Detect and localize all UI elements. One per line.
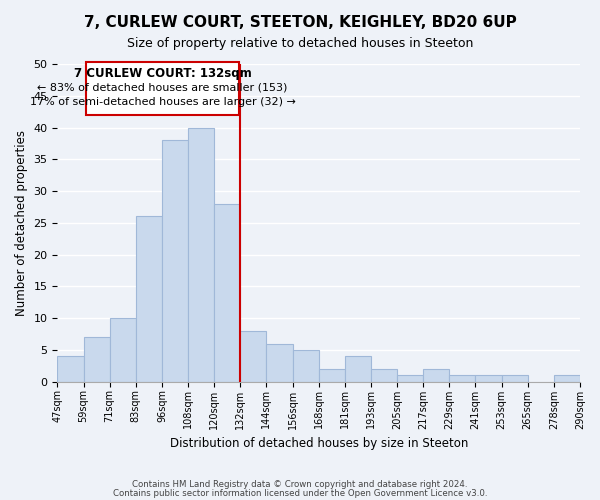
Bar bbox=[188, 128, 214, 382]
Y-axis label: Number of detached properties: Number of detached properties bbox=[15, 130, 28, 316]
Bar bbox=[136, 216, 162, 382]
Text: Contains HM Land Registry data © Crown copyright and database right 2024.: Contains HM Land Registry data © Crown c… bbox=[132, 480, 468, 489]
Bar bbox=[83, 337, 110, 382]
Bar bbox=[423, 369, 449, 382]
Bar bbox=[162, 140, 188, 382]
Text: Contains public sector information licensed under the Open Government Licence v3: Contains public sector information licen… bbox=[113, 490, 487, 498]
Bar bbox=[502, 376, 528, 382]
X-axis label: Distribution of detached houses by size in Steeton: Distribution of detached houses by size … bbox=[170, 437, 468, 450]
Bar bbox=[266, 344, 293, 382]
Text: 7, CURLEW COURT, STEETON, KEIGHLEY, BD20 6UP: 7, CURLEW COURT, STEETON, KEIGHLEY, BD20… bbox=[83, 15, 517, 30]
Bar bbox=[554, 376, 580, 382]
Text: 17% of semi-detached houses are larger (32) →: 17% of semi-detached houses are larger (… bbox=[29, 97, 296, 107]
Bar bbox=[293, 350, 319, 382]
Bar bbox=[241, 331, 266, 382]
Bar bbox=[449, 376, 475, 382]
Bar bbox=[345, 356, 371, 382]
FancyBboxPatch shape bbox=[86, 62, 239, 115]
Bar bbox=[58, 356, 83, 382]
Bar bbox=[110, 318, 136, 382]
Bar bbox=[371, 369, 397, 382]
Bar bbox=[319, 369, 345, 382]
Text: Size of property relative to detached houses in Steeton: Size of property relative to detached ho… bbox=[127, 38, 473, 51]
Text: 7 CURLEW COURT: 132sqm: 7 CURLEW COURT: 132sqm bbox=[74, 67, 251, 80]
Bar bbox=[214, 204, 241, 382]
Bar bbox=[397, 376, 423, 382]
Bar bbox=[475, 376, 502, 382]
Text: ← 83% of detached houses are smaller (153): ← 83% of detached houses are smaller (15… bbox=[37, 82, 288, 92]
